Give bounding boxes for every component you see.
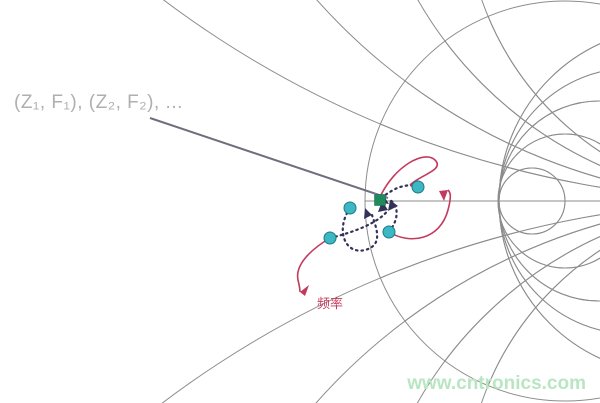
smith-chart-svg [0,0,600,403]
site-watermark: www.cntronics.com [407,373,586,395]
lead-arrow-group [150,118,388,203]
navy-arrowhead-1 [364,208,372,219]
dotted-navy-arrows [330,185,418,250]
pink-frequency-arrows [298,157,451,292]
dotted-arrow-2 [330,210,388,238]
lead-arrow-line [150,118,388,198]
cyan-dot-4[interactable] [383,226,395,238]
smith-x-arc-4-upper-b [465,0,600,201]
pink-frequency-arrowheads [300,183,448,296]
frequency-label: 频率 [317,293,343,312]
smith-x-arc-2-upper [165,0,600,201]
dotted-arrow-1 [343,208,377,251]
pink-arrow-upper [380,157,437,197]
cyan-dot-2[interactable] [412,181,424,193]
pink-arrow-lower [298,238,330,292]
smith-x-arc-3-upper [365,0,600,201]
center-marker-square[interactable] [375,195,386,206]
pink-arrowhead-right [439,190,448,201]
pink-arrow-right [389,190,450,239]
cyan-dots-group[interactable] [324,181,424,244]
formula-annotation: (Z₁, F₁), (Z₂, F₂), ... [14,92,183,114]
smith-chart-screen: (Z₁, F₁), (Z₂, F₂), ... 频率 www.cntronics… [0,0,600,403]
smith-x-arc-3-upper-b [365,0,600,201]
cyan-dot-1[interactable] [344,202,356,214]
pink-arrowhead-lower [300,285,309,296]
smith-x-arc-4-upper [465,0,600,201]
cyan-dot-3[interactable] [324,232,336,244]
smith-x-arc-2-upper-b [165,0,600,201]
